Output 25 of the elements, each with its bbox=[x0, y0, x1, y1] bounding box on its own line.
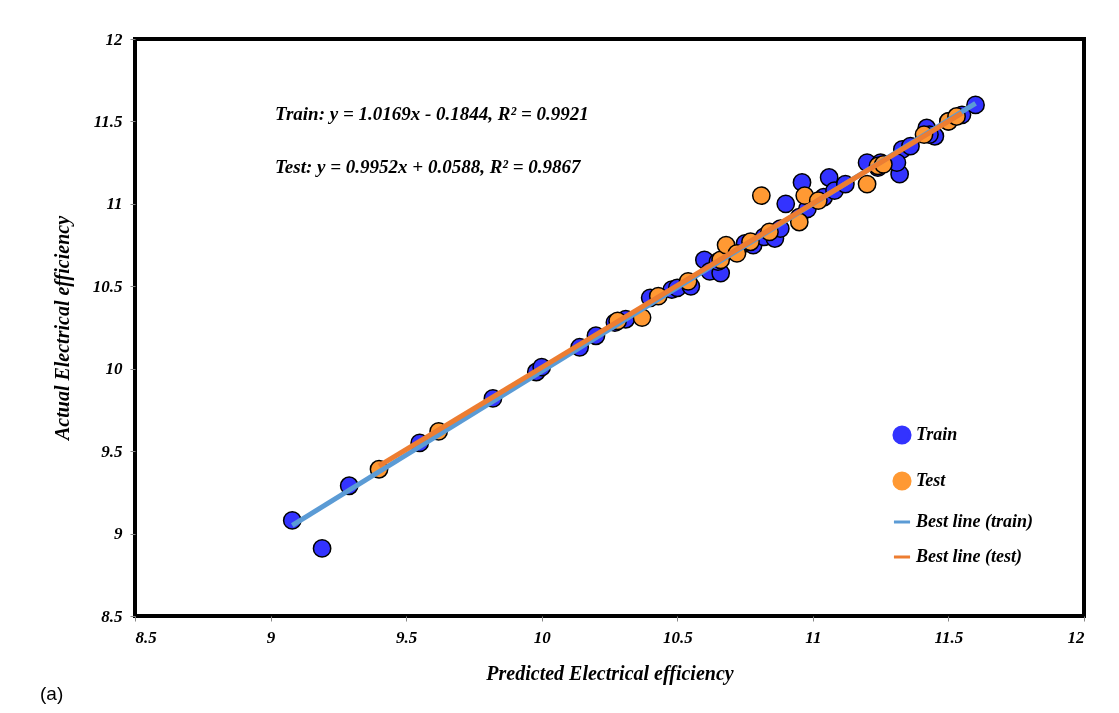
x-tick-label: 8.5 bbox=[135, 627, 158, 647]
x-tick-label: 10 bbox=[533, 627, 552, 647]
y-tick-label: 9.5 bbox=[101, 441, 123, 461]
y-tick-label: 10.5 bbox=[92, 276, 123, 296]
legend-label: Best line (test) bbox=[915, 546, 1022, 567]
y-tick-label: 8.5 bbox=[101, 606, 123, 626]
y-axis-title: Actual Electrical efficiency bbox=[50, 215, 74, 443]
legend-label: Best line (train) bbox=[915, 511, 1034, 532]
x-tick-label: 11 bbox=[805, 627, 822, 647]
x-tick-label: 9 bbox=[266, 627, 276, 647]
y-tick-label: 12 bbox=[105, 29, 123, 49]
y-tick-label: 11.5 bbox=[93, 111, 123, 131]
y-tick-label: 9 bbox=[114, 524, 123, 544]
annotation: Test: y = 0.9952x + 0.0588, R² = 0.9867 bbox=[275, 156, 583, 177]
x-tick-label: 11.5 bbox=[934, 627, 964, 647]
x-tick-label: 12 bbox=[1067, 627, 1085, 647]
x-tick-label: 10.5 bbox=[662, 627, 694, 647]
legend-label: Test bbox=[916, 470, 947, 490]
x-tick-label: 9.5 bbox=[396, 627, 418, 647]
text: (a) bbox=[40, 683, 64, 704]
legend-label: Train bbox=[916, 424, 958, 444]
x-axis-title: Predicted Electrical efficiency bbox=[485, 661, 734, 685]
y-tick-label: 11 bbox=[106, 194, 123, 214]
annotation: Train: y = 1.0169x - 0.1844, R² = 0.9921 bbox=[275, 103, 589, 124]
y-tick-label: 10 bbox=[105, 359, 123, 379]
